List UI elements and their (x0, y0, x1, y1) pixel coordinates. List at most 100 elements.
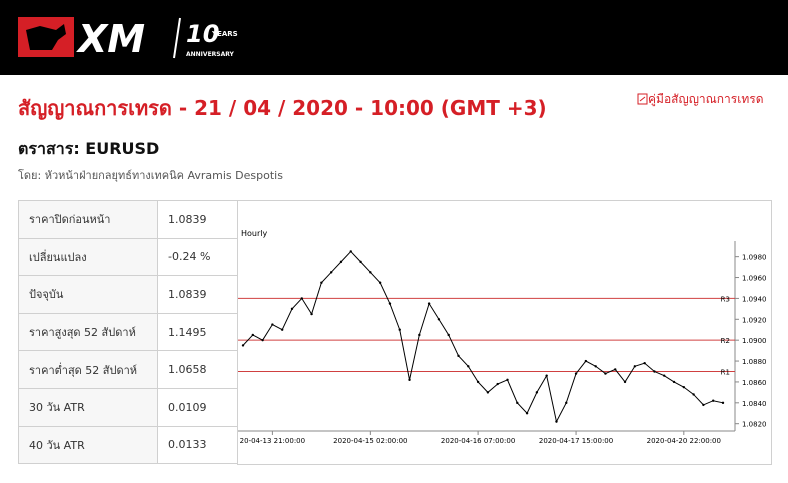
logo-text: XM (76, 17, 145, 61)
logo: XM 10 YEARS ANNIVERSARY (18, 17, 238, 61)
instrument: ตราสาร: EURUSD (18, 139, 160, 158)
price-point (457, 354, 460, 358)
stats-table: ราคาปิดก่อนหน้า 1.0839 เปลี่ยนแปลง -0.24 % ป… (18, 200, 238, 465)
table-row: ราคาปิดก่อนหน้า 1.0839 (18, 200, 238, 239)
price-point (388, 302, 392, 305)
price-point (486, 391, 490, 394)
price-point (427, 302, 431, 305)
level-label: R3 (721, 295, 730, 303)
y-tick-label: 1.0840 (742, 400, 767, 408)
table-row: เปลี่ยนแปลง -0.24 % (18, 237, 238, 277)
price-point (702, 403, 705, 407)
x-tick-label: 2020-04-17 15:00:00 (539, 437, 613, 445)
label-cell: 40 วัน ATR (18, 425, 158, 465)
price-point (300, 297, 303, 300)
price-point (261, 338, 264, 342)
label-cell: ราคาต่ำสุด 52 สัปดาห์ (18, 350, 158, 389)
label-cell: 30 วัน ATR (18, 387, 158, 427)
price-point (555, 420, 558, 423)
level-label: R2 (721, 337, 730, 345)
price-point (721, 401, 725, 405)
price-point (476, 380, 480, 384)
price-point (633, 365, 637, 368)
value-cell: 1.0839 (157, 200, 238, 239)
price-point (496, 382, 499, 386)
y-tick-label: 1.0920 (742, 316, 767, 324)
table-row: ราคาต่ำสุด 52 สัปดาห์ 1.0658 (18, 350, 238, 389)
price-point (682, 385, 686, 389)
price-point (663, 374, 666, 377)
price-line (242, 250, 724, 424)
author: โดย: หัวหน้าฝ่ายกลยุทธ์ทางเทคนิค Avramis… (18, 169, 283, 182)
price-point (280, 328, 284, 331)
price-point (437, 318, 441, 321)
value-cell: -0.24 % (157, 237, 238, 277)
x-tick-label: 2020-04-16 07:00:00 (441, 437, 515, 445)
price-point (692, 393, 695, 396)
anniversary-word: ANNIVERSARY (186, 51, 235, 58)
price-point (594, 365, 597, 368)
anniversary-years: YEARS (211, 30, 238, 38)
table-row: ราคาสูงสุด 52 สัปดาห์ 1.1495 (18, 312, 238, 352)
value-cell: 1.0839 (157, 275, 238, 314)
x-tick-label: 2020-04-20 22:00:00 (647, 437, 721, 445)
price-point (614, 368, 617, 371)
label-cell: ราคาปิดก่อนหน้า (18, 200, 158, 239)
price-point (525, 412, 529, 415)
pdf-icon (637, 93, 648, 105)
x-tick-label: 20-04-13 21:00:00 (240, 437, 305, 445)
price-point (271, 323, 274, 326)
price-point (408, 378, 411, 382)
price-point (339, 260, 343, 264)
value-cell: 0.0109 (157, 387, 238, 427)
value-cell: 0.0133 (157, 425, 238, 465)
price-point (535, 391, 539, 394)
price-point (623, 380, 627, 384)
price-point (643, 361, 646, 365)
label-cell: เปลี่ยนแปลง (18, 237, 158, 277)
price-point (467, 365, 470, 368)
price-point (447, 333, 450, 337)
price-point (320, 281, 323, 284)
y-tick-label: 1.0820 (742, 421, 767, 429)
chart: Hourly 1.0820 1.0840 1.0860 1.0880 1.0900 1.0… (237, 200, 772, 465)
price-point (398, 328, 401, 331)
price-point (241, 344, 245, 347)
price-point (565, 401, 568, 405)
price-point (545, 374, 548, 377)
level-label: R1 (721, 368, 730, 376)
guide-link-text[interactable]: คู่มือสัญญาณการเทรด (648, 92, 764, 106)
table-row: 30 วัน ATR 0.0109 (18, 387, 238, 427)
logo-divider (173, 17, 181, 59)
page-title: สัญญาณการเทรด - 21 / 04 / 2020 - 10:00 (… (18, 96, 547, 120)
price-point (378, 281, 382, 284)
table-row: 40 วัน ATR 0.0133 (18, 425, 238, 465)
chart-subtitle: Hourly (241, 229, 267, 238)
price-point (506, 378, 509, 382)
y-tick-label: 1.0940 (742, 295, 767, 303)
guide-link[interactable]: คู่มือสัญญาณการเทรด (637, 90, 764, 109)
value-cell: 1.0658 (157, 350, 238, 389)
price-point (251, 333, 254, 337)
price-point (418, 333, 421, 337)
x-tick-label: 2020-04-15 02:00:00 (333, 437, 407, 445)
table-row: ปัจจุบัน 1.0839 (18, 275, 238, 314)
price-point (369, 271, 372, 274)
price-point (349, 250, 352, 253)
price-point (359, 260, 362, 264)
y-tick-label: 1.0980 (742, 254, 767, 262)
y-tick-label: 1.0880 (742, 358, 767, 366)
price-point (329, 271, 333, 274)
anniversary-number: 10 (186, 20, 219, 48)
header: XM 10 YEARS ANNIVERSARY (0, 0, 788, 75)
price-point (310, 312, 313, 316)
value-cell: 1.1495 (157, 312, 238, 352)
price-point (290, 307, 294, 311)
price-point (516, 401, 519, 405)
price-point (574, 372, 578, 375)
price-point (584, 359, 588, 363)
chart-bg (238, 201, 771, 464)
price-point (712, 399, 715, 402)
price-point (653, 370, 656, 373)
